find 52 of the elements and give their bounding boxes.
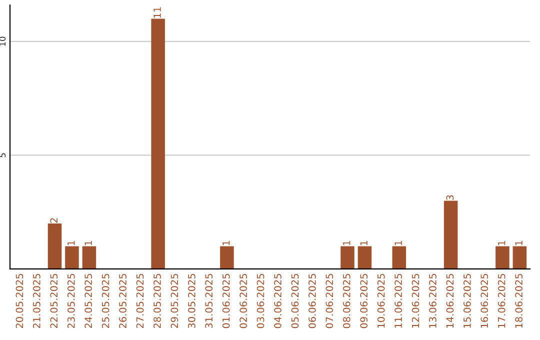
bar: [82, 246, 96, 269]
bar: [48, 223, 62, 269]
x-tick-label: 01.06.2025: [222, 274, 230, 328]
data-label: 2: [50, 218, 58, 223]
x-tick-label: 30.05.2025: [188, 274, 196, 328]
x-tick-label: 11.06.2025: [394, 274, 402, 328]
x-tick-label: 21.05.2025: [33, 274, 40, 328]
bar: [512, 246, 527, 269]
x-tick-label: 13.06.2025: [429, 274, 436, 328]
x-tick-label: 23.05.2025: [67, 274, 75, 328]
x-tick-label: 28.05.2025: [154, 274, 161, 328]
data-label: 1: [68, 240, 75, 246]
x-tick-label: 04.06.2025: [274, 274, 282, 328]
x-tick-label: 18.06.2025: [515, 274, 522, 328]
data-label: 1: [515, 240, 522, 246]
x-tick-label: 14.06.2025: [446, 274, 454, 328]
bar: [151, 18, 165, 269]
bar: [358, 246, 372, 269]
data-label: 3: [446, 195, 454, 200]
x-tick-label: 26.05.2025: [119, 274, 126, 328]
x-tick-label: 03.06.2025: [256, 274, 264, 328]
x-tick-label: 17.06.2025: [498, 274, 506, 328]
x-tick-label: 10.06.2025: [377, 274, 385, 328]
bar: [444, 200, 458, 269]
bar: [392, 246, 406, 269]
data-label: 1: [84, 240, 92, 246]
x-tick-label: 05.06.2025: [291, 274, 299, 328]
data-label: 11: [154, 7, 161, 18]
bar: [65, 246, 79, 269]
x-tick-label: 12.06.2025: [412, 274, 420, 328]
data-label: 1: [222, 240, 230, 246]
x-tick-label: 15.06.2025: [463, 274, 471, 328]
data-label: 1: [498, 240, 506, 246]
x-tick-label: 20.05.2025: [16, 274, 24, 328]
data-label: 1: [343, 240, 350, 246]
x-tick-label: 07.06.2025: [326, 274, 334, 328]
x-tick-label: 25.05.2025: [102, 274, 110, 328]
x-tick-label: 08.06.2025: [342, 274, 350, 328]
x-tick-label: 09.06.2025: [360, 274, 368, 328]
data-label: 1: [394, 240, 402, 246]
x-tick-label: 29.05.2025: [170, 274, 178, 328]
bar: [220, 246, 234, 269]
bar: [340, 246, 354, 269]
x-tick-label: 24.05.2025: [84, 274, 92, 328]
x-tick-label: 31.05.2025: [205, 274, 213, 328]
data-label: 1: [360, 240, 368, 246]
bar: [496, 246, 510, 269]
x-tick-label: 27.05.2025: [136, 274, 144, 328]
x-tick-label: 02.06.2025: [240, 274, 247, 328]
x-tick-label: 22.05.2025: [50, 274, 58, 328]
x-tick-label: 06.06.2025: [308, 274, 316, 328]
x-tick-label: 16.06.2025: [480, 274, 488, 328]
